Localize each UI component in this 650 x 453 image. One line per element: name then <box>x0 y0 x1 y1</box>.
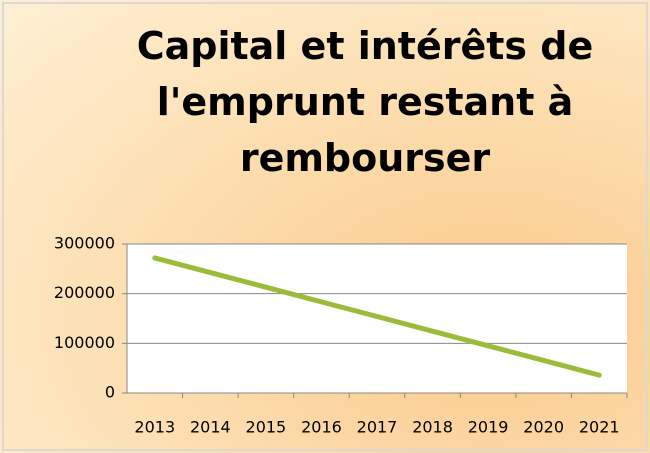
y-tick-label: 300000 <box>54 234 115 253</box>
x-tick-label: 2016 <box>301 418 342 437</box>
chart-title: Capital et intérêts de l'emprunt restant… <box>136 24 594 180</box>
y-tick-label: 200000 <box>54 283 115 302</box>
x-tick-label: 2021 <box>579 418 620 437</box>
x-tick-label: 2019 <box>468 418 509 437</box>
x-tick-label: 2014 <box>190 418 231 437</box>
x-tick-label: 2018 <box>412 418 453 437</box>
x-tick-label: 2017 <box>357 418 398 437</box>
x-tick-label: 2013 <box>134 418 175 437</box>
y-tick-label: 100000 <box>54 333 115 352</box>
x-tick-label: 2020 <box>523 418 564 437</box>
y-tick-label: 0 <box>105 383 115 402</box>
data-line <box>152 255 602 378</box>
x-tick-label: 2015 <box>246 418 287 437</box>
